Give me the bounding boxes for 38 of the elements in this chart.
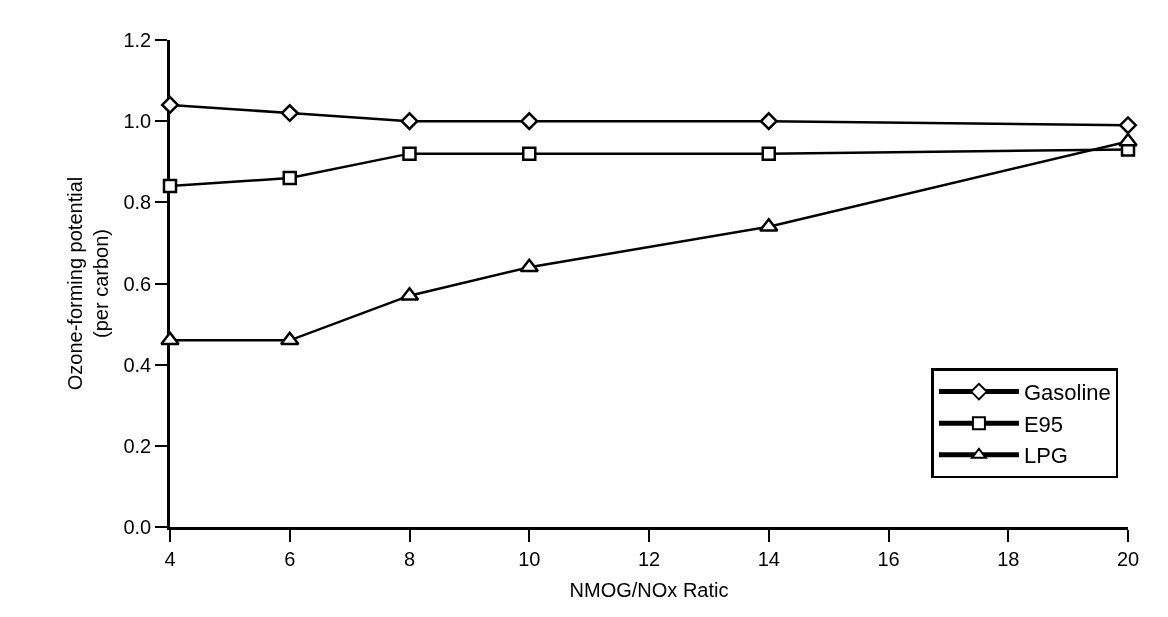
legend-label: E95 [1023,411,1064,437]
x-tick-label: 8 [403,547,416,570]
x-tick-label: 12 [637,547,661,570]
point [758,217,779,232]
point [1118,132,1138,147]
point [519,258,540,273]
point [402,146,417,161]
point [520,112,539,131]
point [162,178,178,194]
point [400,112,419,131]
x-tick-label: 18 [997,547,1020,570]
point [761,146,776,161]
x-tick-label: 20 [1116,547,1140,570]
y-tick-label: 1.2 [123,29,152,51]
legend-label: LPG [1023,443,1068,469]
point [1118,116,1138,135]
point [280,104,299,123]
y-tick-label: 0.8 [123,191,152,214]
point [759,112,778,131]
point [282,170,297,186]
point [160,95,180,114]
y-tick-label: 1.0 [123,110,152,133]
x-tick-label: 16 [877,547,900,570]
point [399,286,420,301]
y-tick-label: 0.0 [123,516,152,538]
y-tick-label: 0.6 [123,272,152,295]
y-tick-label: 0.4 [123,353,152,376]
x-tick-label: 10 [518,547,541,570]
y-axis-title: Ozone-forming potential (per carbon) [63,176,112,391]
legend-label: Gasoline [1023,380,1111,406]
x-tick-label: 4 [164,547,176,570]
point [522,146,537,161]
y-tick-label: 0.2 [123,434,152,457]
x-tick-label: 14 [757,547,780,570]
x-axis-title: NMOG/NOx Ratic [569,579,729,602]
x-tick-label: 6 [284,547,296,570]
point [160,331,180,346]
point [279,331,300,346]
